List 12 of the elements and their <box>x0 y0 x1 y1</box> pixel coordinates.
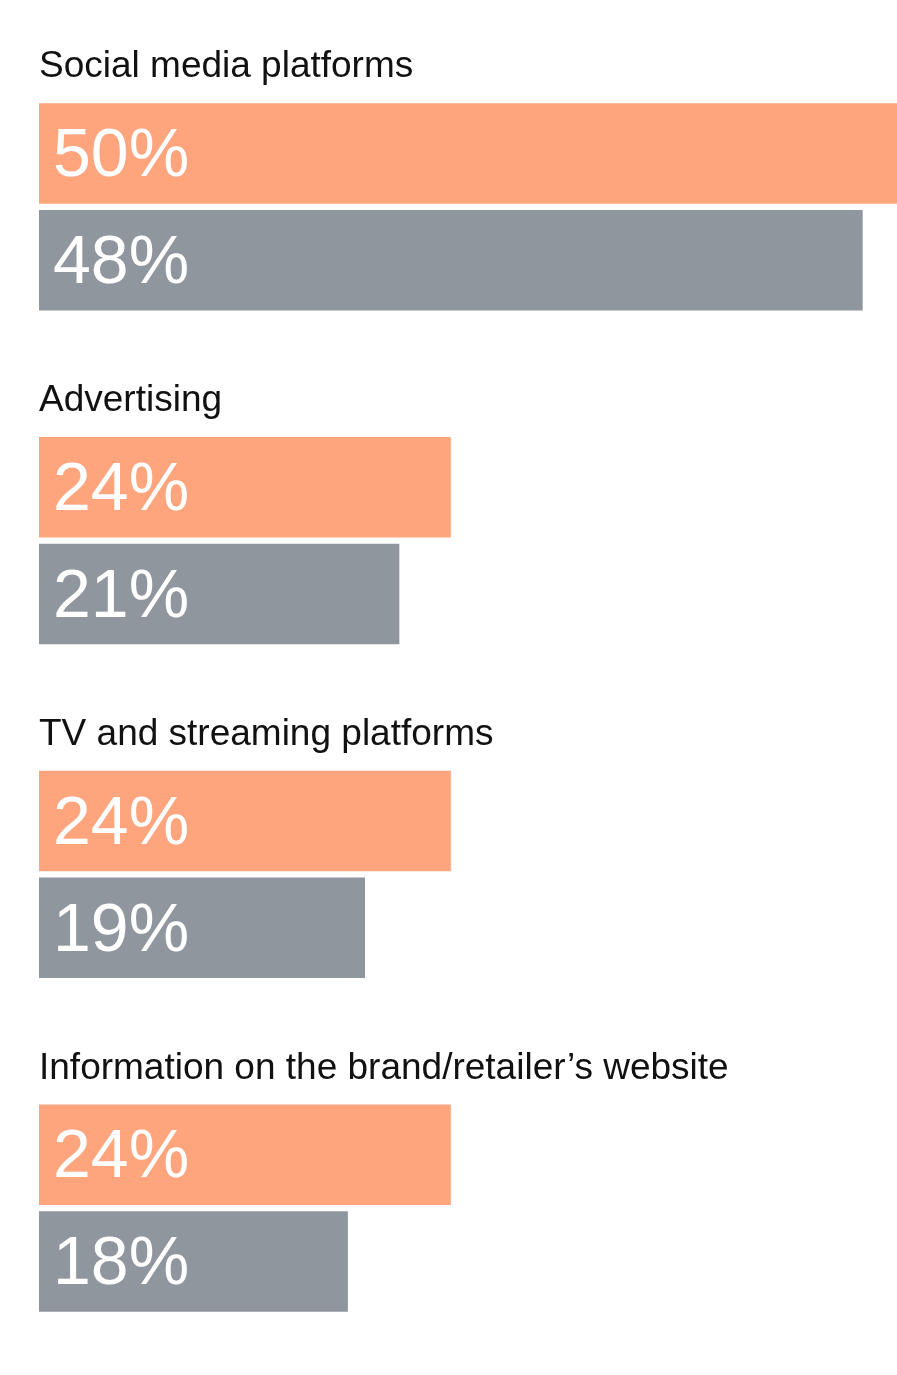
data-label: 50% <box>53 114 190 191</box>
data-label: 18% <box>53 1222 190 1299</box>
data-label: 19% <box>53 888 190 965</box>
data-label: 24% <box>53 1115 190 1192</box>
y-tick-label: Information on the brand/retailer’s website <box>39 1045 729 1087</box>
data-label: 21% <box>53 554 190 631</box>
y-tick-label: Advertising <box>39 378 223 420</box>
data-label: 48% <box>53 221 190 298</box>
y-tick-label: TV and streaming platforms <box>39 711 494 753</box>
data-label: 24% <box>53 781 190 858</box>
data-label: 24% <box>53 447 190 524</box>
y-tick-label: Social media platforms <box>39 44 414 86</box>
